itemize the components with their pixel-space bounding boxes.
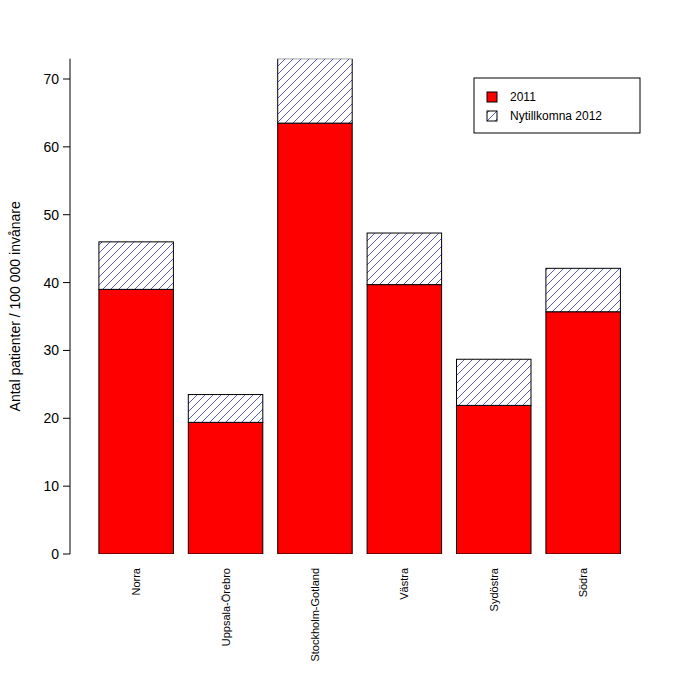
bar bbox=[457, 359, 532, 405]
y-tick bbox=[63, 350, 70, 351]
y-tick bbox=[63, 79, 70, 80]
bar bbox=[99, 242, 173, 290]
x-tick-label: Västra bbox=[398, 567, 410, 600]
bar bbox=[367, 285, 442, 554]
x-tick-label: Sydöstra bbox=[488, 567, 500, 611]
legend-swatch bbox=[487, 111, 497, 121]
bar bbox=[278, 59, 353, 123]
y-tick bbox=[63, 486, 70, 487]
bar bbox=[188, 395, 262, 423]
y-tick-label: 60 bbox=[43, 139, 59, 155]
y-axis-line bbox=[70, 59, 71, 554]
x-tick-label: Uppsala-Örebro bbox=[220, 568, 232, 646]
y-tick-label: 50 bbox=[43, 207, 59, 223]
y-tick-label: 0 bbox=[51, 546, 59, 562]
y-tick-label: 70 bbox=[43, 71, 59, 87]
y-tick-label: 40 bbox=[43, 275, 59, 291]
y-tick bbox=[63, 554, 70, 555]
bar bbox=[457, 405, 532, 554]
y-tick-label: 10 bbox=[43, 478, 59, 494]
y-tick bbox=[63, 418, 70, 419]
y-tick bbox=[63, 214, 70, 215]
bar bbox=[278, 123, 353, 554]
legend: 2011 Nytillkomna 2012 bbox=[474, 78, 640, 133]
legend-label: 2011 bbox=[510, 90, 536, 104]
x-tick-label: Norra bbox=[130, 567, 142, 595]
bar bbox=[546, 312, 621, 554]
y-tick bbox=[63, 282, 70, 283]
chart: 0 10 20 30 40 50 60 70 Antal patienter / 100 000… bbox=[0, 0, 700, 700]
y-tick-label: 20 bbox=[43, 410, 59, 426]
x-tick-label: Stockholm-Gotland bbox=[309, 568, 321, 662]
legend-label: Nytillkomna 2012 bbox=[510, 109, 602, 123]
bar bbox=[546, 268, 621, 311]
y-axis-label: Antal patienter / 100 000 invånare bbox=[7, 201, 23, 411]
y-tick-label: 30 bbox=[43, 342, 59, 358]
legend-box bbox=[474, 78, 640, 133]
legend-swatch bbox=[487, 92, 497, 102]
x-tick-label: Södra bbox=[577, 567, 589, 597]
bar bbox=[188, 422, 262, 554]
bar bbox=[99, 289, 173, 554]
bar bbox=[367, 233, 442, 285]
y-tick bbox=[63, 146, 70, 147]
